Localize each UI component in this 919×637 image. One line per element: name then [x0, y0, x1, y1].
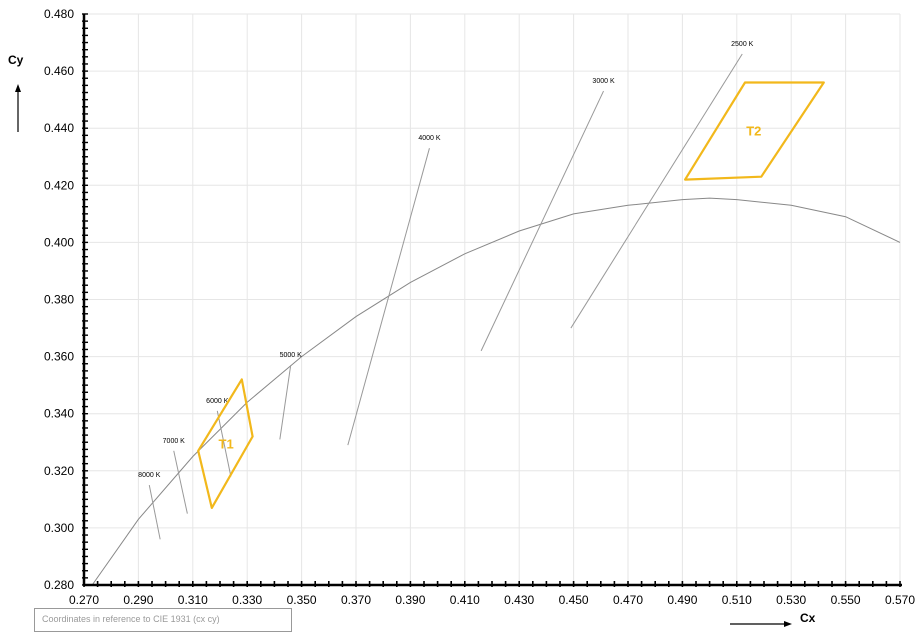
- y-tick-label: 0.300: [44, 521, 74, 535]
- y-tick-label: 0.480: [44, 7, 74, 21]
- tolerance-zone: [683, 81, 825, 181]
- x-tick-label: 0.310: [178, 593, 208, 607]
- zone-label: T2: [746, 123, 761, 138]
- reference-note: Coordinates in reference to CIE 1931 (cx…: [42, 614, 220, 624]
- x-tick-label: 0.510: [722, 593, 752, 607]
- x-tick-label: 0.570: [885, 593, 915, 607]
- isotemperature-line: [570, 53, 743, 329]
- y-tick-label: 0.280: [44, 578, 74, 592]
- y-tick-label: 0.320: [44, 464, 74, 478]
- isotemperature-line: [148, 484, 161, 540]
- cct-label: 7000 K: [163, 438, 186, 445]
- y-tick-label: 0.380: [44, 293, 74, 307]
- x-tick-label: 0.390: [395, 593, 425, 607]
- isotemperature-line: [216, 410, 232, 477]
- x-tick-label: 0.530: [776, 593, 806, 607]
- cct-label: 6000 K: [206, 398, 229, 405]
- y-tick-label: 0.420: [44, 178, 74, 192]
- tick-labels: 0.270 0.290 0.310 0.330 0.350 0.370 0.390 0.410…: [44, 7, 915, 607]
- y-tick-label: 0.360: [44, 350, 74, 364]
- x-tick-label: 0.290: [123, 593, 153, 607]
- cct-label: 5000 K: [280, 352, 303, 359]
- x-tick-label: 0.350: [287, 593, 317, 607]
- y-axis-arrow: [15, 84, 21, 132]
- x-tick-label: 0.550: [831, 593, 861, 607]
- isotemperature-line: [279, 365, 292, 440]
- tolerance-zones: T1 T2: [197, 81, 825, 509]
- x-tick-label: 0.490: [667, 593, 697, 607]
- y-tick-label: 0.340: [44, 407, 74, 421]
- isotemperature-line: [480, 90, 604, 352]
- planckian-locus-curve: [91, 197, 901, 586]
- isotemperature-line: [347, 148, 430, 446]
- cct-label: 4000 K: [418, 135, 441, 142]
- zone-label: T1: [219, 437, 234, 452]
- x-tick-label: 0.410: [450, 593, 480, 607]
- x-axis-arrow: [730, 621, 792, 627]
- y-tick-label: 0.440: [44, 121, 74, 135]
- tolerance-zone: [197, 378, 254, 509]
- y-axis-label: Cy: [8, 53, 24, 67]
- x-axis-label: Cx: [800, 611, 816, 625]
- cct-label: 3000 K: [592, 78, 615, 85]
- x-tick-label: 0.430: [504, 593, 534, 607]
- cct-label: 2500 K: [731, 41, 754, 48]
- isotemperature-line: [173, 450, 188, 514]
- isotemperature-lines: 8000 K 7000 K 6000 K 5000 K 4000 K 3000 K 2500…: [138, 41, 754, 540]
- x-tick-label: 0.450: [559, 593, 589, 607]
- axes: [82, 13, 902, 587]
- grid: [84, 13, 901, 585]
- x-tick-label: 0.330: [232, 593, 262, 607]
- planckian-locus: [91, 197, 901, 586]
- reference-note-box: Coordinates in reference to CIE 1931 (cx…: [34, 608, 292, 632]
- x-tick-label: 0.470: [613, 593, 643, 607]
- x-tick-label: 0.370: [341, 593, 371, 607]
- y-tick-label: 0.460: [44, 64, 74, 78]
- x-tick-label: 0.270: [69, 593, 99, 607]
- y-tick-label: 0.400: [44, 235, 74, 249]
- cct-label: 8000 K: [138, 472, 161, 479]
